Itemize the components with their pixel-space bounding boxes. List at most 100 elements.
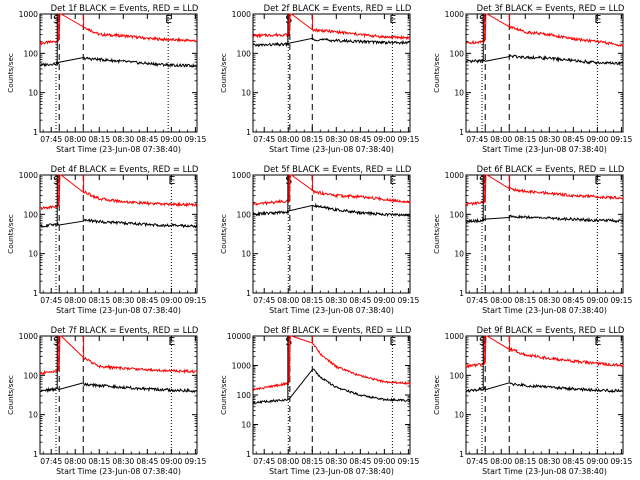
x-tick-label: 08:15	[301, 457, 323, 466]
x-tick-label: 08:30	[538, 135, 560, 144]
x-tick-label: 08:45	[136, 457, 158, 466]
y-tick-label: 10000	[227, 332, 251, 341]
chart-title: Det 8f BLACK = Events, RED = LLD	[264, 325, 412, 335]
x-tick-label: 08:00	[64, 296, 86, 305]
y-axis-label: Counts/sec	[432, 375, 441, 415]
time-marker-e: E	[165, 13, 172, 26]
x-tick-label: 09:00	[160, 135, 182, 144]
plot-frame	[465, 13, 624, 133]
time-marker-s: S	[53, 174, 60, 187]
chart-panel-7: Det 7f BLACK = Events, RED = LLD 1 10 100 10…	[6, 325, 207, 476]
y-tick-label: 10	[454, 250, 464, 259]
y-tick-label: 10	[454, 89, 464, 98]
plot-frame	[465, 335, 624, 455]
chart-panel-2: Det 2f BLACK = Events, RED = LLD 1 10 100 10…	[219, 3, 420, 154]
time-marker-s: S	[479, 13, 486, 26]
x-tick-label: 08:15	[88, 457, 110, 466]
y-tick-label: 10	[28, 89, 38, 98]
x-tick-label: 08:30	[538, 296, 560, 305]
y-tick-label: 1000	[445, 332, 464, 341]
x-tick-label: 08:45	[562, 135, 584, 144]
chart-title: Det 4f BLACK = Events, RED = LLD	[51, 164, 199, 174]
time-marker-e: E	[389, 174, 396, 187]
y-axis-label: Counts/sec	[6, 53, 15, 93]
y-tick-label: 1000	[232, 171, 251, 180]
x-tick-label: 08:00	[490, 457, 512, 466]
x-tick-label: 08:30	[325, 296, 347, 305]
x-tick-label: 08:45	[562, 457, 584, 466]
events-series-line	[465, 382, 624, 394]
chart-title: Det 2f BLACK = Events, RED = LLD	[264, 3, 412, 13]
y-tick-label: 1	[246, 450, 251, 459]
y-axis-label: Counts/sec	[6, 214, 15, 254]
x-axis-label: Start Time (23-Jun-08 07:38:40)	[56, 145, 181, 154]
time-marker-e: E	[389, 335, 396, 348]
chart-panel-6: Det 6f BLACK = Events, RED = LLD 1 10 100 10…	[432, 164, 633, 315]
x-tick-label: 08:45	[349, 457, 371, 466]
x-tick-label: 09:15	[610, 135, 632, 144]
x-tick-label: 08:30	[112, 296, 134, 305]
x-tick-label: 08:30	[538, 457, 560, 466]
x-tick-label: 08:45	[136, 296, 158, 305]
time-marker-e: E	[168, 174, 175, 187]
x-tick-label: 08:30	[112, 457, 134, 466]
y-tick-label: 1	[33, 128, 38, 137]
x-tick-label: 08:00	[277, 457, 299, 466]
x-tick-label: 09:15	[184, 457, 206, 466]
events-series-line	[39, 56, 197, 68]
x-tick-label: 07:45	[40, 135, 62, 144]
time-marker-e: E	[389, 13, 396, 26]
x-axis-label: Start Time (23-Jun-08 07:38:40)	[482, 467, 607, 476]
x-tick-label: 08:15	[301, 296, 323, 305]
plot-frame	[39, 335, 198, 455]
x-tick-label: 08:15	[301, 135, 323, 144]
plot-frame	[39, 13, 198, 133]
y-tick-label: 100	[450, 49, 465, 58]
time-marker-e: E	[168, 335, 175, 348]
events-series-line	[39, 382, 198, 394]
x-axis-label: Start Time (23-Jun-08 07:38:40)	[56, 306, 181, 315]
y-tick-label: 1000	[19, 171, 38, 180]
x-tick-label: 07:45	[40, 296, 62, 305]
y-axis-label: Counts/sec	[432, 214, 441, 254]
events-series-line	[465, 214, 624, 224]
chart-title: Det 5f BLACK = Events, RED = LLD	[264, 164, 412, 174]
lld-series-line	[253, 13, 411, 41]
x-axis-label: Start Time (23-Jun-08 07:38:40)	[482, 306, 607, 315]
plot-frame	[252, 174, 411, 294]
chart-title: Det 9f BLACK = Events, RED = LLD	[477, 325, 625, 335]
plot-frame	[252, 335, 411, 455]
y-axis-label: Counts/sec	[6, 375, 15, 415]
time-marker-e: E	[594, 174, 601, 187]
x-tick-label: 08:30	[112, 135, 134, 144]
y-tick-label: 10	[241, 421, 251, 430]
x-tick-label: 07:45	[253, 296, 275, 305]
y-tick-label: 10	[28, 250, 38, 259]
lld-series-line	[39, 13, 197, 46]
x-tick-label: 08:15	[514, 296, 536, 305]
chart-panel-5: Det 5f BLACK = Events, RED = LLD 1 10 100 10…	[219, 164, 420, 315]
y-tick-label: 100	[24, 371, 39, 380]
y-tick-label: 1	[246, 128, 251, 137]
y-tick-label: 1000	[232, 362, 251, 371]
y-tick-label: 100	[450, 210, 465, 219]
y-tick-label: 1000	[19, 332, 38, 341]
x-tick-label: 09:00	[586, 135, 608, 144]
x-tick-label: 08:45	[349, 135, 371, 144]
y-tick-label: 1	[246, 289, 251, 298]
y-axis-label: Counts/sec	[219, 375, 228, 415]
y-tick-label: 10	[454, 411, 464, 420]
y-tick-label: 1	[459, 128, 464, 137]
x-tick-label: 08:15	[514, 457, 536, 466]
x-tick-label: 07:45	[253, 457, 275, 466]
x-tick-label: 08:00	[64, 457, 86, 466]
y-tick-label: 1	[459, 450, 464, 459]
events-series-line	[465, 54, 623, 67]
x-tick-label: 09:00	[373, 457, 395, 466]
x-tick-label: 08:00	[277, 296, 299, 305]
x-tick-label: 09:00	[373, 135, 395, 144]
y-tick-label: 100	[24, 49, 39, 58]
x-tick-label: 08:45	[349, 296, 371, 305]
y-tick-label: 1	[33, 450, 38, 459]
